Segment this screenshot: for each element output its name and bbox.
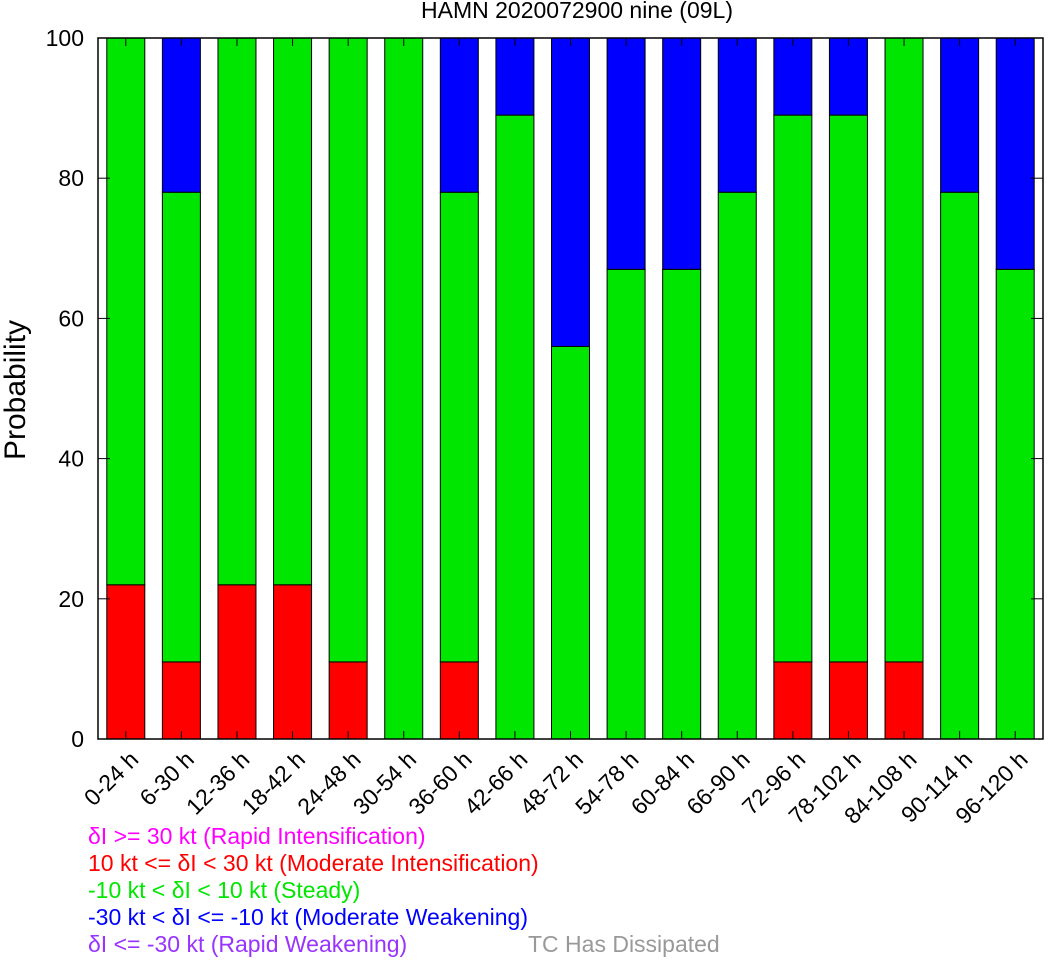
bar-moderate_weakening-16 bbox=[995, 37, 1035, 270]
bar-steady-10 bbox=[662, 268, 702, 740]
bars-group bbox=[106, 37, 1035, 740]
bar-steady-7 bbox=[495, 114, 535, 740]
bar-steady-13 bbox=[828, 114, 868, 663]
bar-moderate_intensification-0 bbox=[106, 584, 146, 740]
bar-steady-5 bbox=[384, 37, 424, 740]
bar-steady-16 bbox=[995, 268, 1035, 740]
bar-moderate_intensification-3 bbox=[273, 584, 313, 740]
bar-steady-3 bbox=[273, 37, 313, 586]
bar-steady-12 bbox=[773, 114, 813, 663]
bar-moderate_weakening-11 bbox=[717, 37, 757, 193]
bar-moderate_weakening-6 bbox=[439, 37, 479, 193]
bar-moderate_intensification-2 bbox=[217, 584, 257, 740]
bar-moderate_weakening-10 bbox=[662, 37, 702, 270]
bar-moderate_intensification-4 bbox=[328, 661, 368, 740]
bar-moderate_intensification-6 bbox=[439, 661, 479, 740]
bar-moderate_weakening-9 bbox=[606, 37, 646, 270]
bar-moderate_intensification-13 bbox=[828, 661, 868, 740]
legend-dissipated: TC Has Dissipated bbox=[528, 931, 720, 957]
bar-steady-0 bbox=[106, 37, 146, 586]
y-axis-label: Probability bbox=[0, 320, 32, 460]
y-tick-label-3: 60 bbox=[58, 305, 84, 331]
bar-steady-9 bbox=[606, 268, 646, 740]
bar-steady-15 bbox=[940, 191, 980, 740]
bar-moderate_intensification-14 bbox=[884, 661, 924, 740]
bar-steady-6 bbox=[439, 191, 479, 663]
bar-steady-2 bbox=[217, 37, 257, 586]
bar-moderate_weakening-8 bbox=[551, 37, 590, 347]
x-tick-label-0: 0-24 h bbox=[79, 746, 144, 811]
legend-moderate-weakening: -30 kt < δI <= -10 kt (Moderate Weakenin… bbox=[88, 904, 529, 930]
bar-steady-1 bbox=[161, 191, 201, 663]
bar-steady-4 bbox=[328, 37, 368, 663]
bar-moderate_weakening-15 bbox=[940, 37, 980, 193]
bar-steady-8 bbox=[551, 345, 590, 740]
chart-title: HAMN 2020072900 nine (09L) bbox=[421, 0, 733, 23]
legend-steady: -10 kt < δI < 10 kt (Steady) bbox=[88, 877, 361, 903]
bar-moderate_weakening-1 bbox=[161, 37, 201, 193]
y-tick-label-5: 100 bbox=[46, 25, 84, 51]
bar-moderate_intensification-1 bbox=[161, 661, 201, 740]
y-tick-label-4: 80 bbox=[58, 165, 84, 191]
bar-moderate_weakening-13 bbox=[828, 37, 868, 116]
y-tick-label-1: 20 bbox=[58, 586, 84, 612]
bar-moderate_weakening-7 bbox=[495, 37, 535, 116]
bar-steady-11 bbox=[717, 191, 757, 740]
legend-moderate-intensification: 10 kt <= δI < 30 kt (Moderate Intensific… bbox=[88, 850, 539, 876]
y-tick-label-0: 0 bbox=[71, 726, 84, 752]
bar-steady-14 bbox=[884, 37, 924, 663]
legend-rapid-intensification: δI >= 30 kt (Rapid Intensification) bbox=[88, 823, 426, 849]
y-tick-label-2: 40 bbox=[58, 446, 84, 472]
plot-frame bbox=[97, 37, 1044, 740]
bar-moderate_intensification-12 bbox=[773, 661, 813, 740]
bar-moderate_weakening-12 bbox=[773, 37, 813, 116]
legend-rapid-weakening: δI <= -30 kt (Rapid Weakening) bbox=[88, 931, 408, 957]
